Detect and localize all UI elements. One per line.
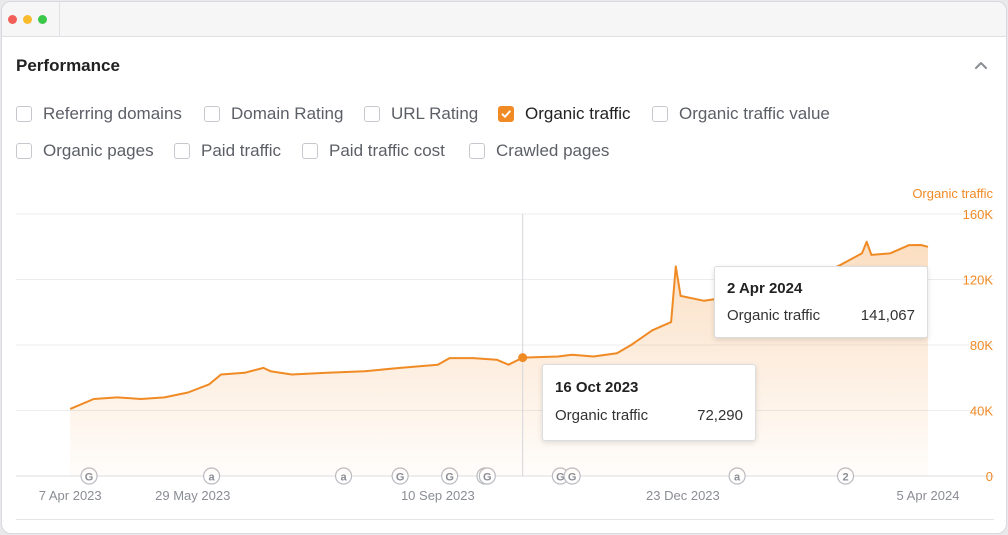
checkbox[interactable] (174, 143, 190, 159)
tooltip-label: Organic traffic (555, 407, 649, 424)
x-tick-label: 23 Dec 2023 (646, 488, 720, 503)
metric-domain-rating[interactable]: Domain Rating (204, 103, 343, 125)
y-tick-label: 80K (970, 338, 993, 353)
annotation-label: G (445, 472, 454, 484)
organic-traffic-line (69, 240, 929, 410)
panel-title: Performance (16, 56, 120, 75)
checkbox[interactable] (16, 143, 32, 159)
minimize-window-button[interactable] (23, 15, 32, 24)
annotation-label: G (396, 472, 405, 484)
tooltip-16-oct-2023: 16 Oct 2023 Organic traffic 72,290 (542, 364, 756, 441)
checkbox[interactable] (652, 106, 668, 122)
metric-paid-traffic[interactable]: Paid traffic (174, 140, 281, 162)
tooltip-date: 16 Oct 2023 (555, 379, 639, 396)
checkbox[interactable] (16, 106, 32, 122)
metric-crawled-pages[interactable]: Crawled pages (469, 140, 609, 162)
checkbox[interactable] (302, 143, 318, 159)
annotation-label: G (85, 472, 94, 484)
checkbox-checked[interactable] (498, 106, 514, 122)
annotation-label: a (734, 472, 741, 484)
metric-url-rating[interactable]: URL Rating (364, 103, 478, 125)
tooltip-2-apr-2024: 2 Apr 2024 Organic traffic 141,067 (714, 266, 928, 338)
y-tick-label: 120K (963, 273, 994, 288)
annotation-label: G (568, 472, 577, 484)
metric-referring-domains[interactable]: Referring domains (16, 103, 182, 125)
checkbox[interactable] (204, 106, 220, 122)
tab-divider (59, 2, 60, 36)
hover-point (518, 353, 528, 363)
x-tick-label: 29 May 2023 (155, 488, 230, 503)
tooltip-value: 72,290 (697, 407, 743, 424)
checkbox[interactable] (364, 106, 380, 122)
tooltip-value: 141,067 (860, 307, 915, 324)
annotation-label: a (209, 472, 216, 484)
panel-divider (16, 519, 994, 520)
close-window-button[interactable] (8, 15, 17, 24)
y-tick-label: 0 (986, 469, 993, 484)
x-tick-label: 5 Apr 2024 (897, 488, 960, 503)
metric-organic-traffic-value[interactable]: Organic traffic value (652, 103, 830, 125)
metric-paid-traffic-cost[interactable]: Paid traffic cost (302, 140, 445, 162)
annotation-label: 2 (842, 472, 848, 484)
x-tick-label: 10 Sep 2023 (401, 488, 475, 503)
y-axis-title: Organic traffic (912, 186, 993, 201)
annotation-label: G (483, 472, 492, 484)
checkbox[interactable] (469, 143, 485, 159)
annotation-label: a (341, 472, 348, 484)
chevron-up-icon[interactable] (974, 58, 988, 72)
x-tick-label: 7 Apr 2023 (39, 488, 102, 503)
tooltip-label: Organic traffic (727, 307, 821, 324)
y-tick-label: 40K (970, 404, 993, 419)
tooltip-date: 2 Apr 2024 (727, 280, 803, 297)
metric-organic-pages[interactable]: Organic pages (16, 140, 154, 162)
maximize-window-button[interactable] (38, 15, 47, 24)
title-bar (2, 2, 1006, 37)
metric-organic-traffic[interactable]: Organic traffic (498, 103, 631, 125)
y-tick-label: 160K (963, 207, 994, 222)
checkmark-icon (501, 110, 511, 118)
annotation-label: G (556, 472, 565, 484)
